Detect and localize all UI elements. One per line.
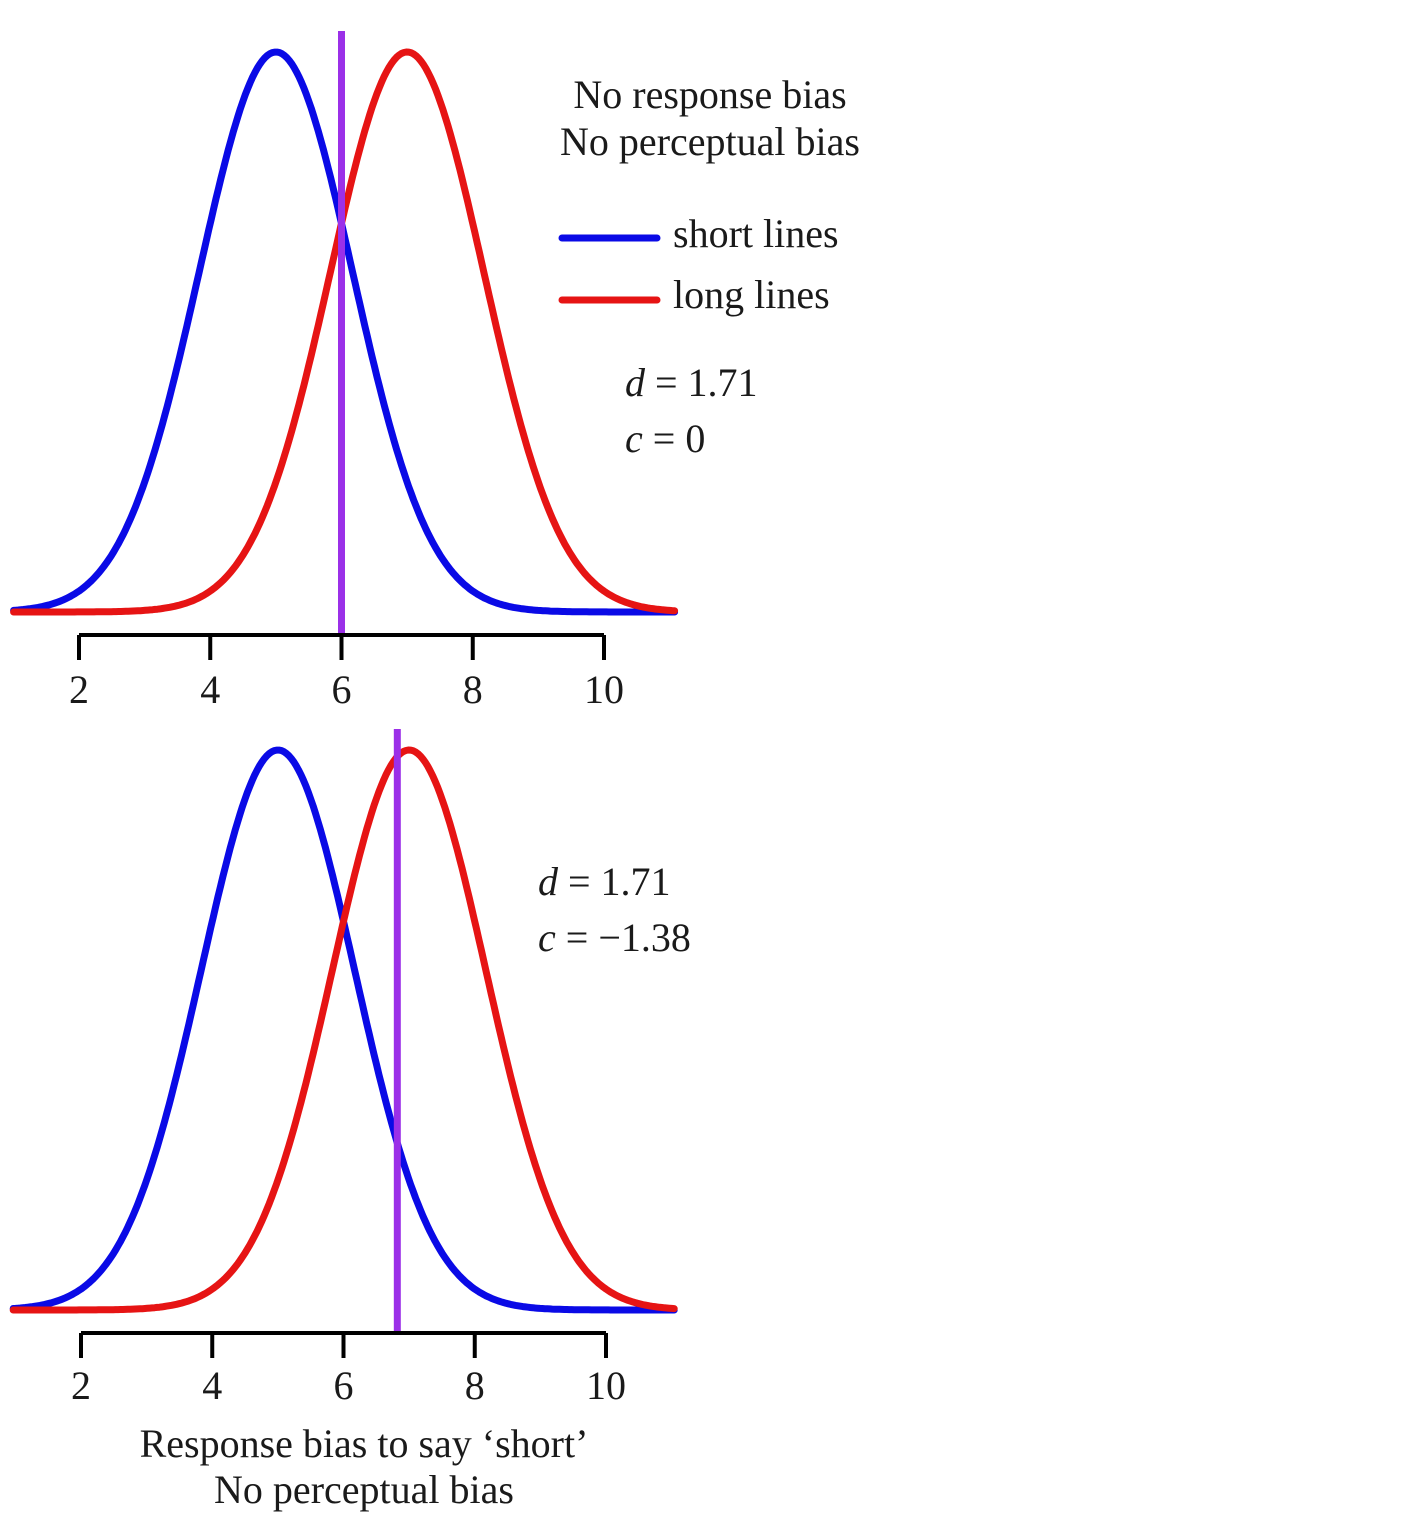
bottom-c-stat: c = −1.38	[538, 915, 691, 960]
bottom-d-symbol: d	[538, 859, 559, 904]
legend: short lines long lines	[558, 211, 839, 317]
x-tick-label: 8	[463, 667, 483, 712]
bottom-x-axis: 2 4 6 8 10	[71, 1331, 626, 1408]
legend-short-lines-label: short lines	[673, 211, 839, 256]
top-d-value: = 1.71	[655, 360, 758, 405]
x-tick-label: 4	[200, 667, 220, 712]
x-tick-label: 10	[586, 1363, 626, 1408]
top-panel: 2 4 6 8 10 No response bias No perceptual bi…	[10, 31, 860, 712]
bottom-d-value: = 1.71	[568, 859, 671, 904]
bottom-title-line-1: Response bias to say ‘short’	[140, 1421, 589, 1466]
bottom-d-stat: d = 1.71	[538, 859, 671, 904]
bottom-short-lines-curve	[9, 746, 678, 1314]
top-c-stat: c = 0	[625, 416, 705, 461]
x-tick-label: 2	[69, 667, 89, 712]
x-tick-label: 6	[332, 667, 352, 712]
x-tick-label: 8	[465, 1363, 485, 1408]
bottom-c-symbol: c	[538, 915, 556, 960]
bottom-panel: 2 4 6 8 10 d = 1.71 c = −1.38 Response bias to…	[9, 729, 691, 1512]
x-tick-label: 2	[71, 1363, 91, 1408]
top-d-stat: d = 1.71	[625, 360, 758, 405]
top-x-axis: 2 4 6 8 10	[69, 633, 624, 712]
legend-long-lines-label: long lines	[673, 272, 830, 317]
top-c-value: = 0	[653, 416, 706, 461]
top-title-line-2: No perceptual bias	[560, 119, 860, 164]
bottom-long-lines-curve	[9, 746, 678, 1314]
x-tick-label: 10	[584, 667, 624, 712]
x-tick-label: 4	[202, 1363, 222, 1408]
bottom-title-line-2: No perceptual bias	[214, 1467, 514, 1512]
bottom-c-value: = −1.38	[566, 915, 691, 960]
top-c-symbol: c	[625, 416, 643, 461]
x-tick-label: 6	[334, 1363, 354, 1408]
top-d-symbol: d	[625, 360, 646, 405]
top-title-line-1: No response bias	[573, 72, 846, 117]
